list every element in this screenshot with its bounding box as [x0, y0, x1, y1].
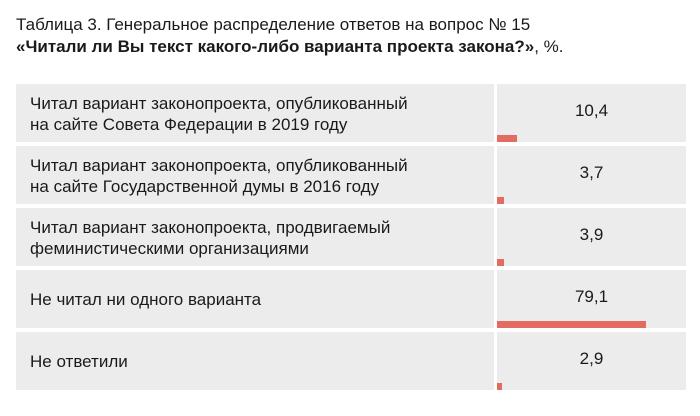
table-caption: Таблица 3. Генеральное распределение отв… — [16, 14, 686, 58]
row-label: Не читал ни одного варианта — [16, 270, 494, 328]
percent-bar — [497, 321, 647, 328]
percent-bar — [497, 197, 504, 204]
row-value: 10,4 — [574, 101, 609, 120]
row-value-cell: 10,4 — [497, 84, 686, 142]
caption-suffix: , %. — [534, 37, 564, 56]
percent-bar — [497, 135, 517, 142]
row-value: 2,9 — [579, 349, 604, 368]
table-row: Не читал ни одного варианта 79,1 — [16, 270, 686, 328]
caption-question-text: «Читали ли Вы текст какого-либо варианта… — [16, 37, 535, 56]
row-value: 3,7 — [579, 163, 604, 182]
table-row: Читал вариант законопроекта, опубликован… — [16, 146, 686, 204]
row-value-cell: 2,9 — [497, 332, 686, 390]
responses-table: Читал вариант законопроекта, опубликован… — [16, 84, 686, 394]
caption-title: Таблица 3. Генеральное распределение отв… — [16, 15, 531, 34]
caption-question: «Читали ли Вы текст какого-либо варианта… — [16, 36, 686, 58]
row-value-cell: 3,7 — [497, 146, 686, 204]
percent-bar — [497, 383, 503, 390]
row-label: Читал вариант законопроекта, опубликован… — [16, 146, 494, 204]
table-row: Читал вариант законопроекта, продвигаемы… — [16, 208, 686, 266]
row-label: Читал вариант законопроекта, опубликован… — [16, 84, 494, 142]
row-value: 79,1 — [574, 287, 609, 306]
table-row: Не ответили 2,9 — [16, 332, 686, 390]
row-value-cell: 3,9 — [497, 208, 686, 266]
row-label: Читал вариант законопроекта, продвигаемы… — [16, 208, 494, 266]
row-value: 3,9 — [579, 225, 604, 244]
row-label: Не ответили — [16, 332, 494, 390]
table-row: Читал вариант законопроекта, опубликован… — [16, 84, 686, 142]
row-value-cell: 79,1 — [497, 270, 686, 328]
percent-bar — [497, 259, 505, 266]
